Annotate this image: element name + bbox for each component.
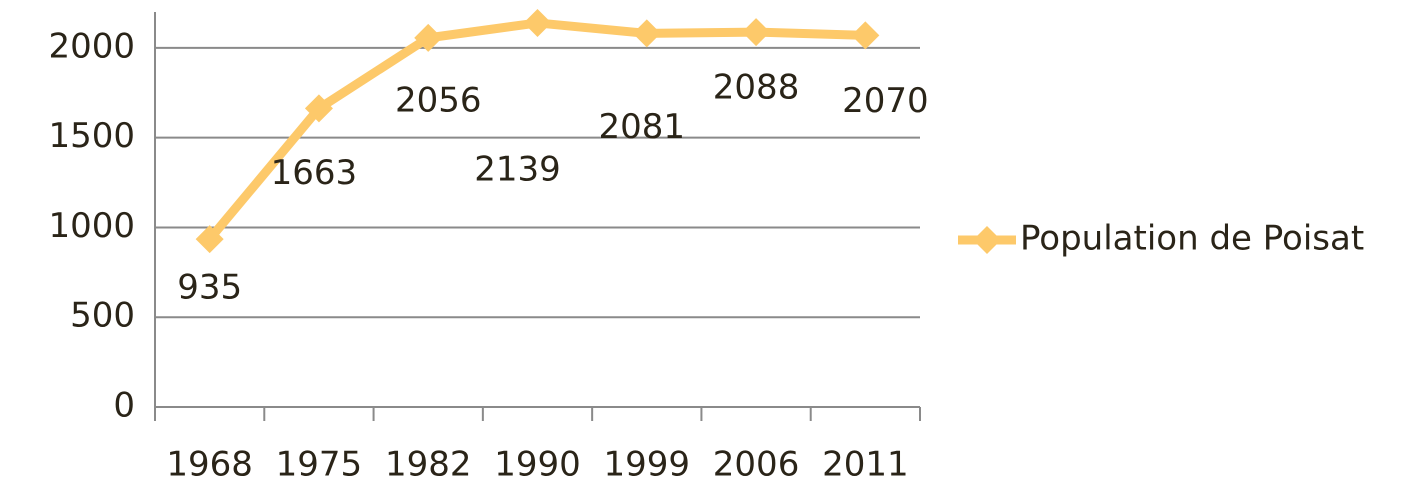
x-tick-label: 1999 bbox=[604, 445, 691, 485]
marker bbox=[523, 8, 552, 37]
y-tick-label: 1000 bbox=[48, 206, 135, 246]
marker bbox=[414, 23, 443, 52]
marker bbox=[632, 19, 661, 48]
legend-marker bbox=[973, 226, 1001, 254]
data-label: 935 bbox=[177, 268, 242, 308]
data-label: 1663 bbox=[271, 153, 358, 193]
data-label: 2070 bbox=[842, 81, 929, 121]
x-tick-label: 1968 bbox=[166, 445, 253, 485]
x-tick-label: 1975 bbox=[276, 445, 363, 485]
marker bbox=[742, 18, 771, 47]
y-tick-label: 1500 bbox=[48, 116, 135, 156]
y-tick-label: 500 bbox=[70, 296, 135, 336]
line bbox=[206, 18, 866, 243]
x-tick-label: 2011 bbox=[822, 445, 909, 485]
legend-label: Population de Poisat bbox=[1020, 219, 1364, 259]
marker bbox=[195, 225, 224, 254]
data-label: 2056 bbox=[395, 80, 482, 120]
marker bbox=[851, 21, 880, 50]
x-tick-label: 1990 bbox=[494, 445, 581, 485]
x-tick-label: 1982 bbox=[385, 445, 472, 485]
x-tick-label: 2006 bbox=[713, 445, 800, 485]
y-tick-label: 0 bbox=[113, 386, 135, 426]
marker bbox=[304, 94, 333, 123]
y-tick-label: 2000 bbox=[48, 26, 135, 66]
data-label: 2088 bbox=[713, 68, 800, 108]
data-label: 2139 bbox=[474, 149, 561, 189]
data-label: 2081 bbox=[599, 107, 686, 147]
